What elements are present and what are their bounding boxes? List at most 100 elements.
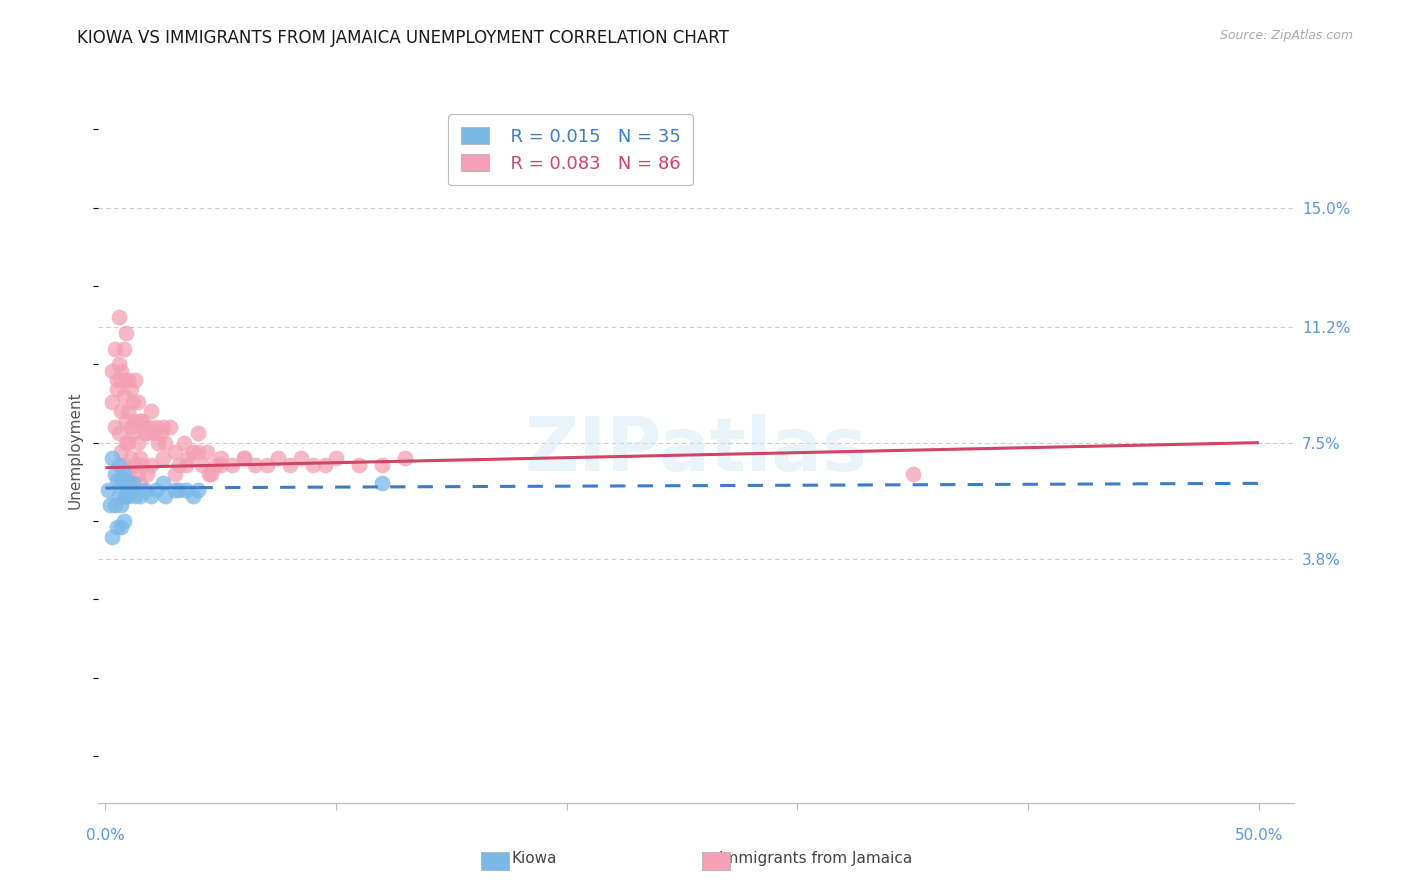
Point	[103, 342, 125, 356]
Point	[120, 383, 142, 397]
Point	[149, 426, 172, 441]
Point	[394, 451, 416, 466]
Point	[152, 476, 174, 491]
Y-axis label: Unemployment: Unemployment	[67, 392, 83, 509]
Point	[145, 483, 167, 497]
Point	[290, 451, 312, 466]
Point	[174, 458, 197, 472]
Point	[278, 458, 301, 472]
Point	[302, 458, 325, 472]
Point	[163, 445, 186, 459]
Point	[152, 420, 174, 434]
Point	[267, 451, 290, 466]
Point	[110, 498, 132, 512]
Point	[117, 373, 139, 387]
Point	[131, 414, 153, 428]
Point	[115, 489, 138, 503]
Point	[187, 426, 209, 441]
Point	[127, 467, 149, 481]
Text: KIOWA VS IMMIGRANTS FROM JAMAICA UNEMPLOYMENT CORRELATION CHART: KIOWA VS IMMIGRANTS FROM JAMAICA UNEMPLO…	[77, 29, 730, 46]
Point	[167, 483, 190, 497]
Point	[135, 467, 157, 481]
Point	[115, 326, 138, 340]
Point	[108, 310, 131, 325]
Text: 0.0%: 0.0%	[86, 828, 125, 843]
Point	[232, 451, 254, 466]
Point	[200, 467, 222, 481]
Text: 50.0%: 50.0%	[1234, 828, 1284, 843]
Point	[209, 451, 232, 466]
Point	[155, 489, 177, 503]
Point	[112, 489, 135, 503]
Point	[124, 489, 146, 503]
Point	[103, 498, 125, 512]
Point	[314, 458, 336, 472]
Point	[122, 426, 145, 441]
Point	[124, 373, 146, 387]
Point	[108, 458, 131, 472]
Point	[105, 473, 128, 487]
Point	[167, 458, 190, 472]
Point	[141, 404, 163, 418]
Point	[163, 467, 186, 481]
Point	[103, 467, 125, 481]
Point	[195, 445, 218, 459]
Point	[103, 420, 125, 434]
Point	[112, 514, 135, 528]
Point	[173, 435, 195, 450]
Point	[122, 483, 145, 497]
Point	[108, 426, 131, 441]
Point	[108, 357, 131, 371]
Point	[120, 483, 142, 497]
Point	[347, 458, 370, 472]
Point	[117, 404, 139, 418]
Point	[205, 458, 228, 472]
Point	[141, 458, 163, 472]
Point	[110, 473, 132, 487]
Point	[105, 520, 128, 534]
Point	[117, 435, 139, 450]
Point	[110, 445, 132, 459]
Point	[191, 458, 214, 472]
Point	[198, 467, 221, 481]
Point	[117, 476, 139, 491]
Point	[122, 476, 145, 491]
Point	[112, 467, 135, 481]
Point	[177, 451, 200, 466]
Point	[120, 451, 142, 466]
Point	[221, 458, 243, 472]
Point	[138, 420, 160, 434]
Point	[901, 467, 924, 481]
Point	[101, 530, 124, 544]
Point	[97, 483, 120, 497]
Point	[141, 489, 163, 503]
Point	[105, 383, 128, 397]
Point	[120, 420, 142, 434]
Text: Kiowa: Kiowa	[512, 851, 557, 866]
Point	[129, 489, 152, 503]
Point	[145, 420, 167, 434]
Point	[115, 435, 138, 450]
Point	[209, 458, 232, 472]
Point	[110, 363, 132, 377]
Point	[181, 489, 204, 503]
Point	[187, 445, 209, 459]
Point	[129, 476, 152, 491]
Point	[245, 458, 267, 472]
Point	[174, 483, 197, 497]
Point	[127, 435, 149, 450]
Point	[163, 483, 186, 497]
Point	[187, 483, 209, 497]
Point	[110, 520, 132, 534]
Point	[142, 426, 165, 441]
Point	[112, 342, 135, 356]
Point	[155, 435, 177, 450]
Point	[371, 458, 394, 472]
Text: ZIPatlas: ZIPatlas	[524, 414, 868, 487]
Point	[159, 420, 181, 434]
Point	[101, 395, 124, 409]
Point	[325, 451, 347, 466]
Point	[124, 414, 146, 428]
Point	[108, 489, 131, 503]
Point	[135, 426, 157, 441]
